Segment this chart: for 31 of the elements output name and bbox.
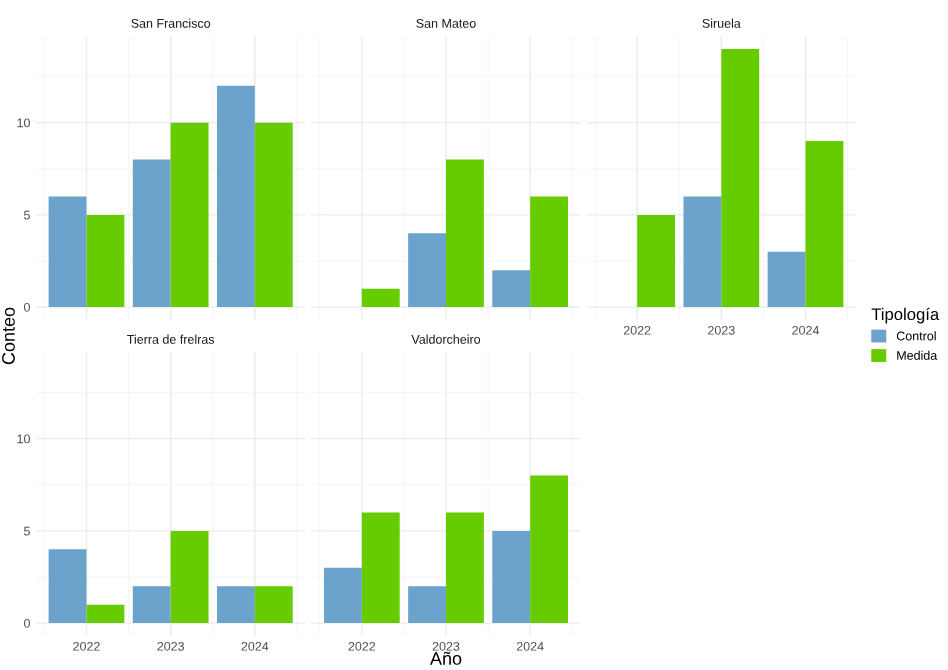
y-axis-title: Conteo: [2, 307, 15, 365]
bar: [48, 196, 87, 308]
bar: [48, 549, 87, 624]
bar: [132, 159, 171, 308]
bar: [361, 288, 400, 308]
bar: [721, 48, 760, 308]
bar: [254, 586, 293, 624]
bar: [216, 586, 255, 624]
bar: [323, 567, 362, 624]
bar: [637, 214, 676, 308]
bar: [683, 196, 722, 308]
bar: [361, 512, 400, 624]
bar: [530, 196, 569, 308]
bar: [446, 512, 484, 624]
bar: [530, 475, 569, 624]
bar: [446, 159, 484, 308]
bar: [805, 141, 844, 308]
bar: [132, 586, 171, 624]
legend-title: Tipología: [871, 307, 940, 324]
bar: [767, 251, 806, 308]
bar: [216, 85, 255, 308]
bar: [492, 270, 531, 308]
bar: [86, 604, 125, 624]
bar: [408, 586, 446, 624]
bar: [170, 122, 209, 308]
bar: [254, 122, 293, 308]
bar: [86, 214, 125, 308]
bar: [170, 530, 209, 624]
bar: [492, 530, 531, 624]
bar: [408, 233, 446, 308]
x-axis-title: Año: [429, 651, 462, 665]
